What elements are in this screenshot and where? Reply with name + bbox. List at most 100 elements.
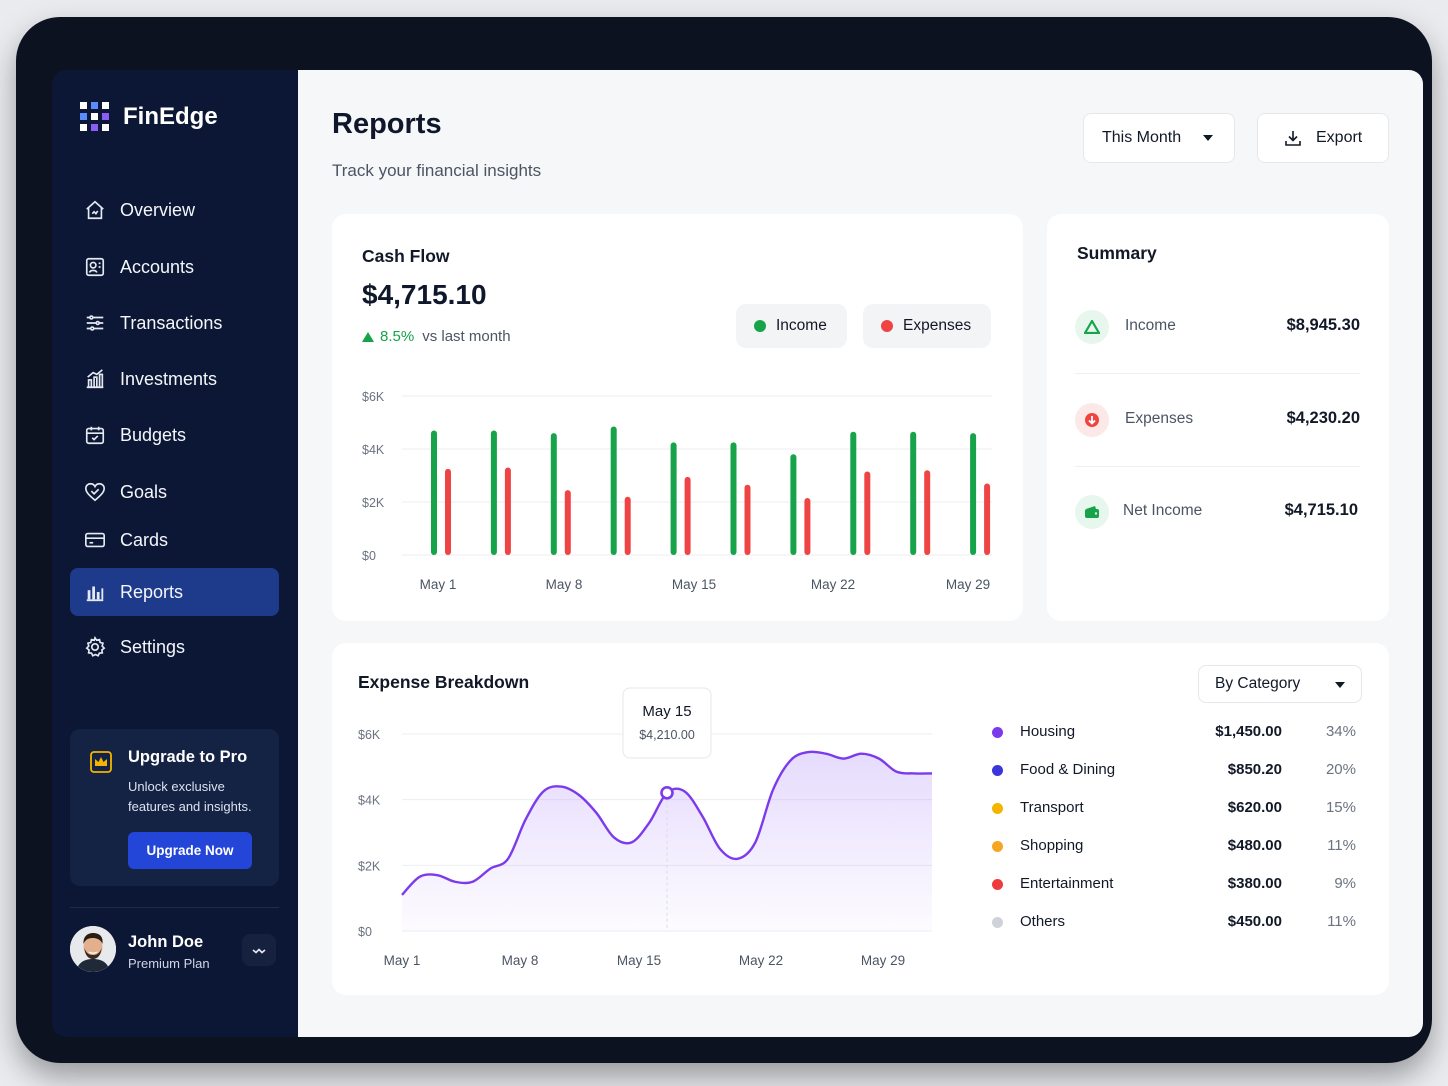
summary-row-income: Income $8,945.30 <box>1075 302 1360 352</box>
sidebar-item-goals[interactable]: Goals <box>70 468 279 516</box>
income-bar <box>550 433 557 555</box>
expenses-dot <box>881 320 893 332</box>
summary-card: Summary Income $8,945.30 Expenses $4,230… <box>1047 214 1389 621</box>
device-frame: FinEdge Overview Accounts Transactions I… <box>16 17 1432 1063</box>
change-suffix: vs last month <box>422 328 511 345</box>
expense-bar <box>864 471 871 555</box>
settings-icon <box>84 636 106 658</box>
sidebar-item-label: Cards <box>120 529 169 550</box>
legend-amount: $850.20 <box>1227 761 1282 778</box>
upgrade-title: Upgrade to Pro <box>128 748 248 766</box>
sidebar-item-budgets[interactable]: Budgets <box>70 411 279 459</box>
x-tick-label: May 29 <box>861 953 905 968</box>
income-bar <box>431 430 437 555</box>
cash-flow-title: Cash Flow <box>362 246 450 266</box>
legend-percent: 34% <box>1325 723 1356 740</box>
category-select[interactable]: By Category <box>1198 665 1362 703</box>
sidebar-item-label: Investments <box>120 368 218 389</box>
expense-bar <box>924 470 931 555</box>
logo-icon <box>80 102 109 131</box>
legend-category: Shopping <box>1020 837 1084 854</box>
legend-expenses-label: Expenses <box>903 317 972 334</box>
income-bar <box>610 426 617 555</box>
download-icon <box>1285 131 1301 146</box>
sidebar-item-reports[interactable]: Reports <box>70 568 279 616</box>
sidebar-item-overview[interactable]: Overview <box>70 186 279 234</box>
home-icon <box>84 199 106 221</box>
x-tick-label: May 15 <box>672 577 716 592</box>
income-bar <box>970 433 977 555</box>
legend-row-transport[interactable]: Transport $620.00 15% <box>992 797 1356 821</box>
user-profile[interactable]: John Doe Premium Plan <box>70 926 279 976</box>
legend-row-shopping[interactable]: Shopping $480.00 11% <box>992 835 1356 859</box>
chevron-down-icon <box>1203 135 1214 141</box>
sidebar-item-cards[interactable]: Cards <box>70 516 279 564</box>
sidebar-item-investments[interactable]: Investments <box>70 355 279 403</box>
sidebar-item-accounts[interactable]: Accounts <box>70 243 279 291</box>
sidebar-item-transactions[interactable]: Transactions <box>70 299 279 347</box>
change-percent: 8.5% <box>380 328 415 345</box>
user-menu-button[interactable] <box>242 934 276 966</box>
legend-percent: 20% <box>1325 761 1356 778</box>
chevron-down-icon <box>1335 682 1345 688</box>
upgrade-now-button[interactable]: Upgrade Now <box>128 832 252 869</box>
income-icon <box>1075 310 1109 344</box>
tooltip-date: May 15 <box>642 703 691 720</box>
app-screen: FinEdge Overview Accounts Transactions I… <box>52 70 1423 1037</box>
period-select-value: This Month <box>1102 129 1182 146</box>
avatar <box>70 926 116 972</box>
income-bar <box>670 442 677 555</box>
legend-amount: $450.00 <box>1227 913 1282 930</box>
x-tick-label: May 22 <box>811 577 855 592</box>
upgrade-card: Upgrade to Pro Unlock exclusive features… <box>70 729 279 886</box>
expense-bar <box>984 483 991 555</box>
y-tick-label: $6K <box>362 390 385 404</box>
legend-row-others[interactable]: Others $450.00 11% <box>992 911 1356 935</box>
expense-bar <box>624 496 631 555</box>
legend-category: Food & Dining <box>1020 761 1116 778</box>
period-select[interactable]: This Month <box>1083 113 1235 163</box>
sidebar-item-label: Budgets <box>120 424 187 445</box>
legend-row-food-dining[interactable]: Food & Dining $850.20 20% <box>992 759 1356 783</box>
legend-percent: 11% <box>1327 913 1356 930</box>
reports-icon <box>84 581 106 603</box>
highlight-point <box>660 785 674 800</box>
legend-amount: $380.00 <box>1227 875 1282 892</box>
main-content: Reports Track your financial insights Th… <box>298 70 1423 1037</box>
summary-label: Expenses <box>1125 410 1194 427</box>
accounts-icon <box>84 256 106 278</box>
sidebar: FinEdge Overview Accounts Transactions I… <box>52 70 298 1037</box>
investments-icon <box>84 368 106 390</box>
expense-breakdown-title: Expense Breakdown <box>358 672 530 692</box>
chevron-icon <box>252 948 266 954</box>
legend-dot <box>992 841 1003 852</box>
legend-expenses[interactable]: Expenses <box>863 304 991 348</box>
category-select-value: By Category <box>1215 675 1301 692</box>
summary-value: $8,945.30 <box>1286 316 1360 334</box>
legend-row-housing[interactable]: Housing $1,450.00 34% <box>992 721 1356 745</box>
x-tick-label: May 1 <box>420 577 457 592</box>
legend-category: Entertainment <box>1020 875 1114 892</box>
income-bar <box>490 430 497 555</box>
expense-bar <box>504 467 511 555</box>
transactions-icon <box>84 312 106 334</box>
x-tick-label: May 15 <box>617 953 661 968</box>
summary-value: $4,715.10 <box>1284 501 1358 519</box>
legend-percent: 11% <box>1327 837 1356 854</box>
export-button[interactable]: Export <box>1257 113 1389 163</box>
page-subtitle: Track your financial insights <box>332 161 542 180</box>
x-tick-label: May 1 <box>384 953 421 968</box>
sidebar-item-settings[interactable]: Settings <box>70 623 279 671</box>
summary-label: Income <box>1125 317 1176 334</box>
legend-row-entertainment[interactable]: Entertainment $380.00 9% <box>992 873 1356 897</box>
legend-income-label: Income <box>776 317 827 334</box>
legend-dot <box>992 727 1003 738</box>
logo[interactable]: FinEdge <box>80 102 218 131</box>
income-bar <box>850 431 857 555</box>
cash-flow-chart: $0 $2K $4K $6K May 1 May 8 May 15 May 22 May 29 <box>362 390 992 592</box>
y-tick-label: $4K <box>358 794 381 808</box>
legend-dot <box>992 917 1003 928</box>
legend-income[interactable]: Income <box>736 304 847 348</box>
expense-bar <box>744 484 751 555</box>
x-tick-label: May 8 <box>546 577 583 592</box>
